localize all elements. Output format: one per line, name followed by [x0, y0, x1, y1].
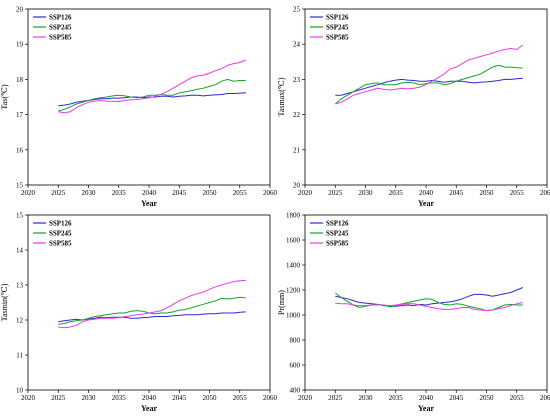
series-line-ssp585 — [58, 59, 246, 114]
y-tick-label: 800 — [290, 337, 301, 345]
chart-panel: 2020 2025 2030 2035 2040 2045 2050 2055 2060 400 6… — [277, 212, 550, 414]
series-line-ssp585 — [58, 279, 246, 329]
x-tick-label: 2020 — [298, 394, 313, 402]
x-tick-label: 2045 — [449, 394, 464, 402]
x-tick-label: 2040 — [142, 189, 157, 197]
x-tick-label: 2025 — [328, 189, 343, 197]
x-tick-label: 2040 — [419, 394, 434, 402]
y-tick-label: 14 — [16, 247, 24, 255]
y-tick-label: 400 — [290, 387, 301, 395]
y-tick-label: 17 — [16, 111, 24, 119]
y-tick-label: 20 — [293, 182, 301, 190]
x-tick-label: 2060 — [263, 189, 278, 197]
y-tick-label: 11 — [16, 352, 23, 360]
y-tick-label: 25 — [293, 6, 301, 14]
x-tick-label: 2030 — [82, 394, 97, 402]
x-tick-label: 2020 — [21, 189, 36, 197]
y-tick-label: 600 — [290, 362, 301, 370]
x-axis-label: Year — [141, 199, 157, 208]
y-tick-label: 13 — [16, 282, 24, 290]
y-tick-label: 16 — [16, 146, 24, 154]
series-line-ssp585 — [335, 44, 524, 105]
x-tick-label: 2040 — [419, 189, 434, 197]
x-tick-label: 2060 — [540, 189, 550, 197]
y-axis-label: Tas(℃) — [0, 84, 9, 110]
series-line-ssp585 — [335, 302, 523, 312]
x-axis-label: Year — [418, 199, 434, 208]
y-tick-label: 19 — [16, 41, 24, 49]
y-tick-label: 15 — [16, 212, 24, 220]
y-tick-label: 1200 — [286, 287, 301, 295]
y-axis-label: Tasmin(℃) — [0, 283, 9, 321]
legend-label: SSP245 — [326, 230, 349, 238]
x-tick-label: 2050 — [480, 394, 495, 402]
chart-panel: 2020 2025 2030 2035 2040 2045 2050 2055 2060 20 21… — [277, 6, 550, 209]
legend-label: SSP245 — [326, 24, 349, 32]
x-tick-label: 2035 — [389, 394, 404, 402]
y-axis-label: Tasmax(℃) — [277, 77, 286, 116]
legend-label: SSP585 — [49, 240, 72, 248]
x-tick-label: 2025 — [51, 189, 66, 197]
x-tick-label: 2020 — [21, 394, 36, 402]
legend-label: SSP245 — [49, 230, 72, 238]
x-tick-label: 2055 — [510, 189, 525, 197]
y-tick-label: 22 — [293, 111, 301, 119]
x-tick-label: 2030 — [359, 189, 374, 197]
chart-panel: 2020 2025 2030 2035 2040 2045 2050 2055 2060 15 16… — [0, 6, 278, 209]
legend-label: SSP126 — [49, 220, 72, 228]
x-tick-label: 2060 — [263, 394, 278, 402]
y-tick-label: 18 — [16, 76, 24, 84]
legend-label: SSP126 — [326, 220, 349, 228]
y-tick-label: 10 — [16, 387, 24, 395]
x-tick-label: 2020 — [298, 189, 313, 197]
series-line-ssp245 — [58, 296, 246, 325]
x-tick-label: 2040 — [142, 394, 157, 402]
x-tick-label: 2035 — [389, 189, 404, 197]
x-tick-label: 2045 — [172, 189, 187, 197]
x-tick-label: 2050 — [203, 189, 218, 197]
x-axis-label: Year — [141, 404, 157, 413]
legend-label: SSP126 — [49, 14, 72, 22]
x-tick-label: 2060 — [540, 394, 550, 402]
series-line-ssp126 — [58, 311, 246, 323]
series-line-ssp126 — [335, 77, 523, 96]
legend-label: SSP585 — [49, 34, 72, 42]
legend-label: SSP245 — [49, 24, 72, 32]
y-tick-label: 20 — [16, 6, 24, 14]
series-line-ssp245 — [58, 78, 246, 112]
x-axis-label: Year — [418, 404, 434, 413]
y-tick-label: 1000 — [286, 312, 301, 320]
x-tick-label: 2050 — [480, 189, 495, 197]
legend-label: SSP585 — [326, 34, 349, 42]
legend-label: SSP585 — [326, 240, 349, 248]
y-tick-label: 12 — [16, 317, 24, 325]
x-tick-label: 2025 — [51, 394, 66, 402]
x-tick-label: 2030 — [82, 189, 97, 197]
y-tick-label: 1600 — [286, 237, 301, 245]
y-tick-label: 21 — [293, 146, 301, 154]
y-tick-label: 1800 — [286, 212, 301, 220]
y-axis-label: Pr(mm) — [277, 290, 286, 315]
series-line-ssp126 — [335, 287, 523, 307]
legend-label: SSP126 — [326, 14, 349, 22]
x-tick-label: 2055 — [233, 189, 248, 197]
chart-panel: 2020 2025 2030 2035 2040 2045 2050 2055 2060 10 11… — [0, 212, 278, 414]
x-tick-label: 2035 — [112, 394, 127, 402]
y-tick-label: 23 — [293, 76, 301, 84]
x-tick-label: 2050 — [203, 394, 218, 402]
x-tick-label: 2055 — [510, 394, 525, 402]
x-tick-label: 2045 — [172, 394, 187, 402]
series-line-ssp245 — [334, 64, 523, 105]
y-tick-label: 24 — [293, 41, 301, 49]
x-tick-label: 2025 — [328, 394, 343, 402]
x-tick-label: 2045 — [449, 189, 464, 197]
x-tick-label: 2055 — [233, 394, 248, 402]
y-tick-label: 15 — [16, 182, 24, 190]
x-tick-label: 2030 — [359, 394, 374, 402]
y-tick-label: 1400 — [286, 262, 301, 270]
x-tick-label: 2035 — [112, 189, 127, 197]
